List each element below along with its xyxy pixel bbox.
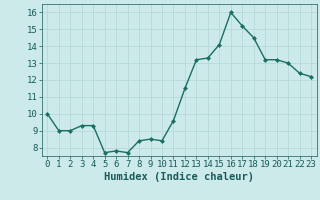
X-axis label: Humidex (Indice chaleur): Humidex (Indice chaleur) (104, 172, 254, 182)
